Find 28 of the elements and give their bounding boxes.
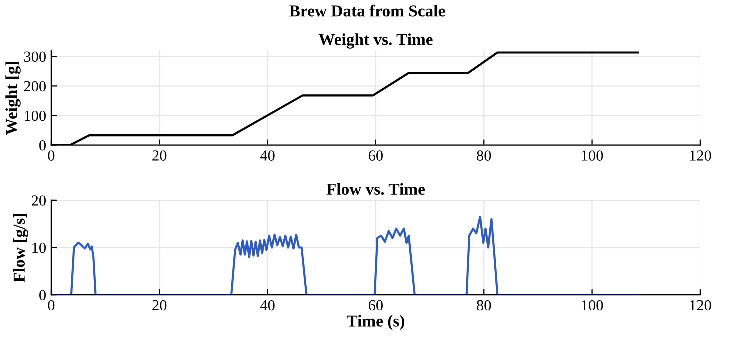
x-tick-label: 40	[260, 150, 275, 161]
text: Brew Data from Scale	[290, 4, 446, 17]
y-tick-label: 300	[24, 52, 46, 62]
x-tick-label: 60	[368, 150, 384, 161]
x-tick-label: 120	[690, 300, 712, 311]
y-tick-label: 0	[40, 140, 46, 151]
x-axis-title: Time (s)	[346, 315, 404, 330]
x-tick-label: 0	[48, 150, 55, 161]
y-axis-title: Weight [g]	[6, 62, 21, 136]
x-tick-label: 120	[690, 150, 712, 161]
y-tick-label: 100	[25, 110, 46, 122]
x-tick-label: 40	[260, 300, 275, 311]
chart-title: Flow vs. Time	[326, 183, 425, 196]
x-tick-label: 100	[582, 150, 604, 161]
line-series	[51, 216, 640, 296]
x-tick-label: 80	[477, 300, 492, 311]
x-tick-label: 20	[152, 300, 167, 311]
x-tick-label: 100	[582, 300, 604, 311]
y-tick-label: 20	[32, 196, 46, 206]
y-axis-title: Flow [g/s]	[13, 214, 29, 282]
y-tick-label: 10	[32, 242, 46, 254]
x-tick-label: 60	[368, 300, 384, 311]
y-tick-label: 0	[40, 290, 46, 301]
y-tick-label: 200	[24, 81, 46, 92]
x-tick-label: 0	[48, 300, 55, 311]
x-tick-label: 20	[152, 150, 167, 161]
x-tick-label: 80	[477, 150, 492, 161]
chart-title: Weight vs. Time	[318, 34, 433, 49]
